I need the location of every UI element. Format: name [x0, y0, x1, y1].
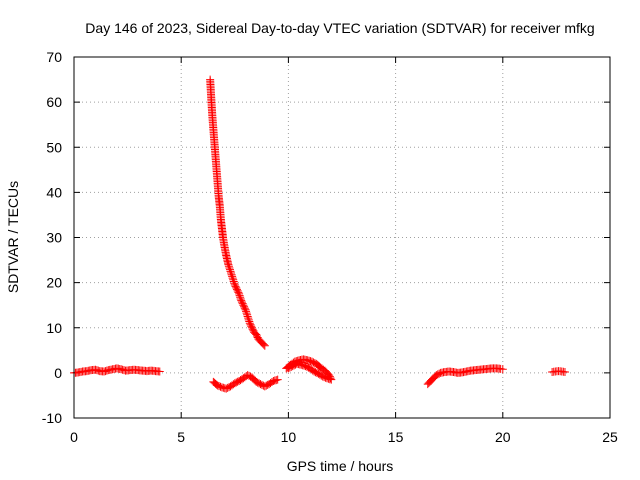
y-tick-label: 20 — [46, 275, 62, 291]
grid — [74, 57, 610, 418]
data-point-dense — [225, 263, 234, 272]
data-point-dense — [243, 310, 252, 319]
data-point-dense — [230, 279, 239, 288]
x-tick-label: 20 — [495, 429, 511, 445]
data-point — [226, 267, 235, 276]
data-point — [284, 364, 293, 373]
data-point-dense — [245, 317, 254, 326]
data-point-dense — [259, 340, 268, 349]
data-point-dense — [229, 275, 238, 284]
data-point-dense — [227, 270, 236, 279]
data-point-dense — [235, 291, 244, 300]
data-point — [243, 312, 252, 321]
data-point-dense — [285, 363, 294, 372]
data-point-dense — [229, 277, 238, 286]
data-point — [560, 367, 569, 376]
y-tick-label: 70 — [46, 49, 62, 65]
x-tick-label: 0 — [70, 429, 78, 445]
data-point-dense — [236, 293, 245, 302]
data-point-dense — [244, 315, 253, 324]
y-tick-label: 30 — [46, 230, 62, 246]
data-point-dense — [234, 288, 243, 297]
data-point-dense — [244, 314, 253, 323]
data-point-dense — [227, 269, 236, 278]
data-point-dense — [224, 262, 233, 271]
data-point — [241, 305, 250, 314]
x-tick-label: 10 — [281, 429, 297, 445]
data-point — [228, 274, 237, 283]
data-point-dense — [240, 304, 249, 313]
data-point — [155, 367, 164, 376]
y-tick-label: 0 — [54, 365, 62, 381]
y-tick-label: 50 — [46, 139, 62, 155]
y-tick-label: -10 — [42, 410, 62, 426]
axis-ticks: 0 5 10 15 20 25 -10 0 10 20 30 40 50 60 70 — [42, 49, 618, 445]
data-point-dense — [225, 265, 234, 274]
x-tick-label: 15 — [388, 429, 404, 445]
y-axis-label: SDTVAR / TECUs — [5, 181, 21, 293]
y-tick-label: 40 — [46, 184, 62, 200]
data-point-dense — [242, 309, 251, 318]
chart-title: Day 146 of 2023, Sidereal Day-to-day VTE… — [85, 20, 594, 36]
y-tick-label: 10 — [46, 320, 62, 336]
data-points — [70, 75, 569, 393]
data-point-dense — [236, 294, 245, 303]
plot-frame — [73, 56, 611, 419]
data-point — [260, 341, 269, 350]
data-point — [498, 365, 507, 374]
data-point — [235, 289, 244, 298]
x-axis-label: GPS time / hours — [287, 458, 394, 474]
data-point — [273, 375, 282, 384]
data-point-dense — [242, 307, 251, 316]
data-point-dense — [228, 272, 237, 281]
y-tick-label: 60 — [46, 94, 62, 110]
x-tick-label: 5 — [177, 429, 185, 445]
x-tick-label: 25 — [602, 429, 618, 445]
data-point — [224, 260, 233, 269]
